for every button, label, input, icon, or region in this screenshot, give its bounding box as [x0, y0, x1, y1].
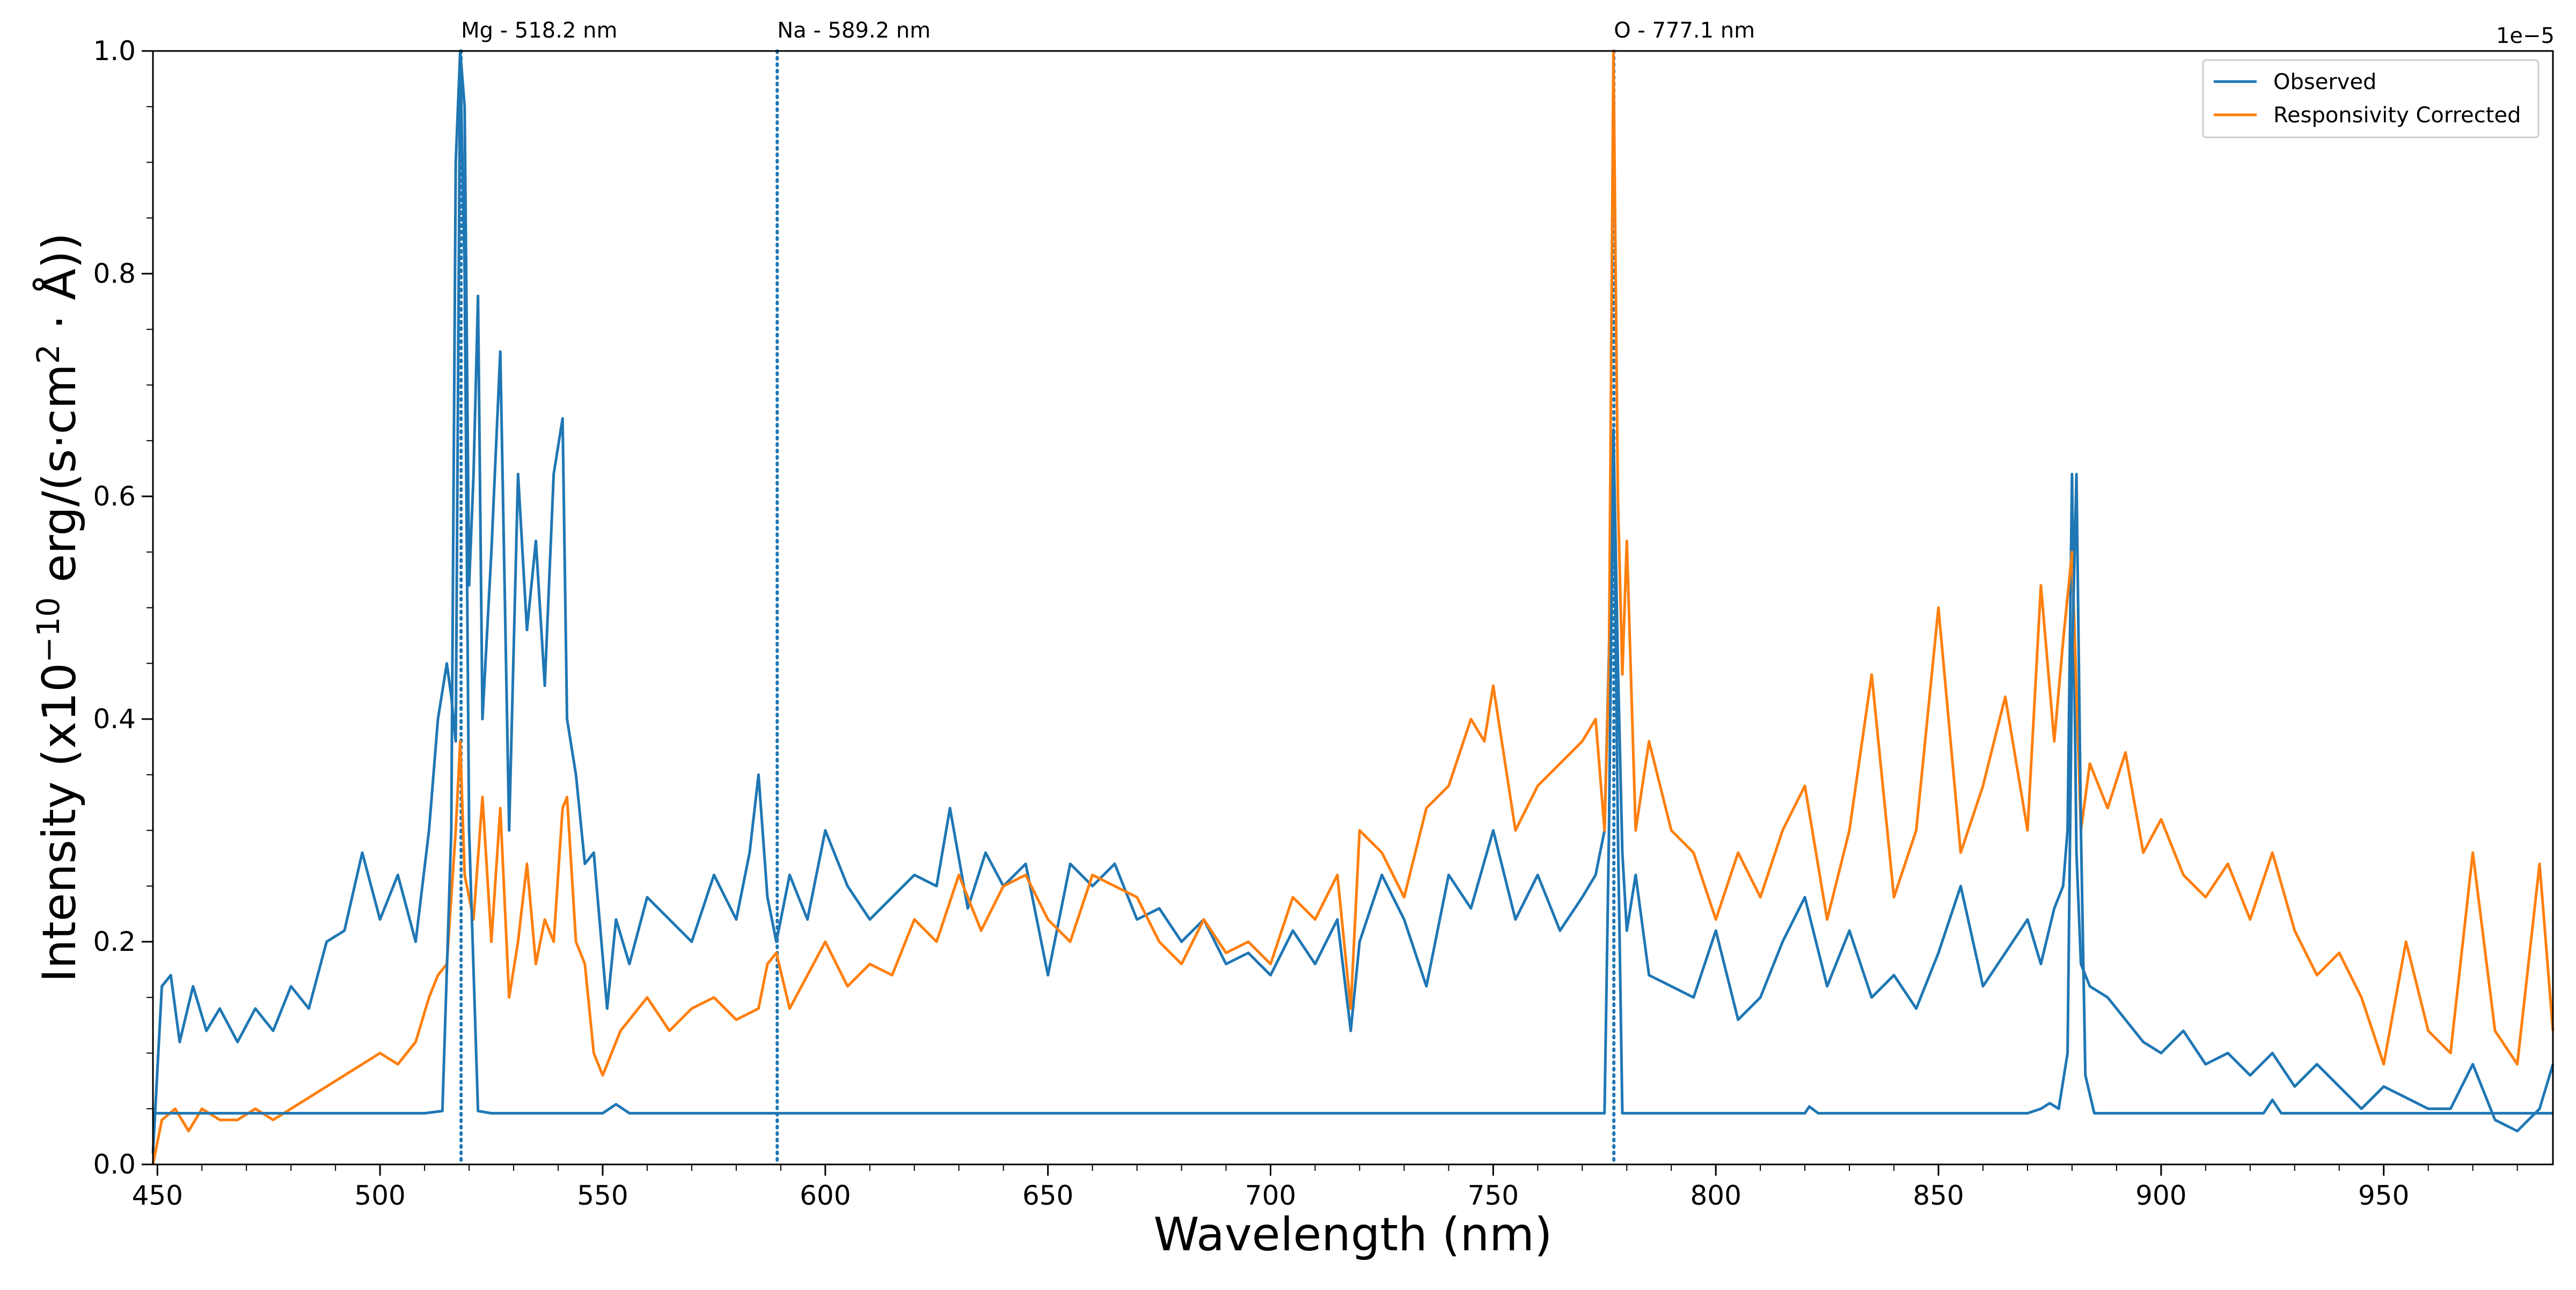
- legend-label-1: Responsivity Corrected: [2273, 103, 2521, 128]
- series-line-baseline: [153, 49, 2553, 1115]
- legend-label-0: Observed: [2273, 70, 2376, 94]
- y-tick-label-2: 0.4: [93, 703, 136, 735]
- x-tick-label-600: 600: [800, 1180, 851, 1211]
- x-tick-label-800: 800: [1690, 1180, 1741, 1211]
- x-tick-label-750: 750: [1468, 1180, 1519, 1211]
- y-tick-label-0: 0.0: [93, 1149, 136, 1180]
- x-tick-label-500: 500: [354, 1180, 405, 1211]
- y-axis-title: Intensity (x10−10 erg/(s·cm2 · Å)): [30, 232, 86, 982]
- emission-line-label-0: Mg - 518.2 nm: [461, 18, 617, 43]
- series-line-responsivity-corrected: [151, 49, 2555, 1165]
- series-layer: [151, 49, 2555, 1165]
- emission-lines-layer: Mg - 518.2 nm Na - 589.2 nm O - 777.1 nm: [459, 18, 1755, 1166]
- x-tick-label-950: 950: [2358, 1180, 2409, 1211]
- legend-box: [2202, 59, 2540, 138]
- x-tick-label-900: 900: [2135, 1180, 2186, 1211]
- emission-line-label-2: O - 777.1 nm: [1614, 18, 1755, 43]
- legend: Observed Responsivity Corrected: [2202, 59, 2540, 138]
- x-tick-label-550: 550: [577, 1180, 628, 1211]
- y-tick-label-3: 0.6: [93, 481, 136, 512]
- y-tick-label-1: 0.2: [93, 926, 136, 957]
- y-tick-label-4: 0.8: [93, 258, 136, 289]
- x-tick-label-700: 700: [1245, 1180, 1296, 1211]
- secondary-axis-offset-label: 1e−5: [2496, 24, 2555, 48]
- emission-line-label-1: Na - 589.2 nm: [777, 18, 931, 43]
- x-tick-label-850: 850: [1913, 1180, 1964, 1211]
- x-tick-label-650: 650: [1022, 1180, 1073, 1211]
- y-tick-label-5: 1.0: [93, 35, 136, 67]
- x-axis-title: Wavelength (nm): [1154, 1208, 1553, 1262]
- axes-layer: 450 500 550 600 650 700 750 800 850 900 950 0.0 0.2 0…: [93, 35, 2554, 1211]
- x-tick-label-450: 450: [132, 1180, 183, 1211]
